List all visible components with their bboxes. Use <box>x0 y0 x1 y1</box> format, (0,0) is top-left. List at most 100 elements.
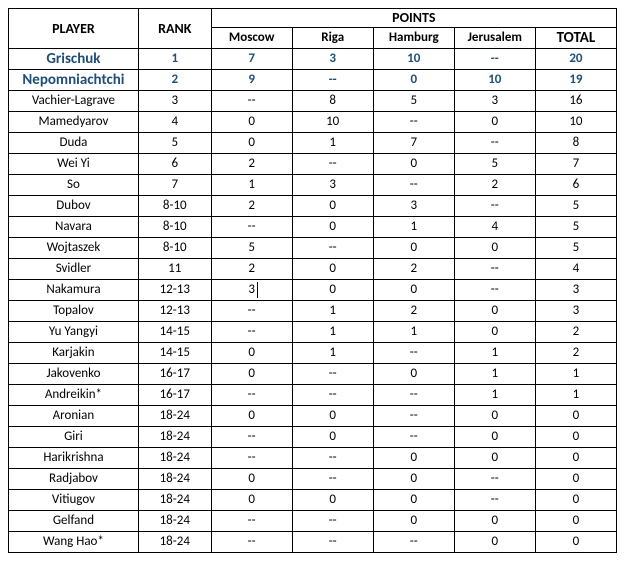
cell-player: Nakamura <box>9 280 139 301</box>
cell-rank: 4 <box>138 112 211 133</box>
cell-player: Vachier-Lagrave <box>9 91 139 112</box>
cell-player: Wojtaszek <box>9 238 139 259</box>
cell-moscow: -- <box>211 217 292 238</box>
cell-hamburg: 1 <box>373 217 454 238</box>
cell-total: 6 <box>535 175 616 196</box>
cell-moscow: -- <box>211 511 292 532</box>
cell-jerusalem: 2 <box>454 175 535 196</box>
table-row: Wang Hao*18-24------00 <box>9 532 617 553</box>
cell-riga: 0 <box>292 259 373 280</box>
cell-hamburg: 2 <box>373 301 454 322</box>
cell-jerusalem: 0 <box>454 322 535 343</box>
cell-player: So <box>9 175 139 196</box>
table-row: Aronian18-2400--00 <box>9 406 617 427</box>
cell-jerusalem: -- <box>454 49 535 70</box>
cell-hamburg: -- <box>373 532 454 553</box>
cell-rank: 8-10 <box>138 238 211 259</box>
cell-hamburg: 0 <box>373 490 454 511</box>
cell-rank: 18-24 <box>138 406 211 427</box>
table-row: Nakamura12-13300--3 <box>9 280 617 301</box>
cell-riga: 1 <box>292 133 373 154</box>
table-row: Dubov8-10203--5 <box>9 196 617 217</box>
cell-moscow: -- <box>211 448 292 469</box>
cell-player: Wei Yi <box>9 154 139 175</box>
table-row: Karjakin14-1501--12 <box>9 343 617 364</box>
cell-jerusalem: 0 <box>454 301 535 322</box>
cell-moscow: -- <box>211 532 292 553</box>
cell-jerusalem: 1 <box>454 343 535 364</box>
cell-total: 10 <box>535 112 616 133</box>
cell-riga: -- <box>292 70 373 91</box>
cell-hamburg: 7 <box>373 133 454 154</box>
cell-total: 5 <box>535 217 616 238</box>
cell-riga: 0 <box>292 406 373 427</box>
cell-jerusalem: 4 <box>454 217 535 238</box>
cell-hamburg: -- <box>373 427 454 448</box>
cell-riga: 0 <box>292 280 373 301</box>
header-total: TOTAL <box>535 28 616 49</box>
cell-moscow: 5 <box>211 238 292 259</box>
cell-riga: -- <box>292 238 373 259</box>
cell-moscow: 0 <box>211 112 292 133</box>
cell-riga: -- <box>292 364 373 385</box>
cell-player: Aronian <box>9 406 139 427</box>
cell-total: 0 <box>535 427 616 448</box>
cell-player: Duda <box>9 133 139 154</box>
cell-hamburg: 0 <box>373 364 454 385</box>
cell-moscow: -- <box>211 301 292 322</box>
table-row: Vitiugov18-24000--0 <box>9 490 617 511</box>
table-row: Topalov12-13--1203 <box>9 301 617 322</box>
cell-player: Radjabov <box>9 469 139 490</box>
cell-moscow: 0 <box>211 406 292 427</box>
cell-total: 0 <box>535 469 616 490</box>
cell-hamburg: 10 <box>373 49 454 70</box>
cell-rank: 8-10 <box>138 217 211 238</box>
cell-moscow: -- <box>211 385 292 406</box>
cell-total: 2 <box>535 343 616 364</box>
cell-riga: 3 <box>292 175 373 196</box>
cell-hamburg: 0 <box>373 238 454 259</box>
cell-rank: 16-17 <box>138 364 211 385</box>
cell-player: Vitiugov <box>9 490 139 511</box>
cell-total: 8 <box>535 133 616 154</box>
cell-jerusalem: 1 <box>454 385 535 406</box>
table-row: Grischuk17310--20 <box>9 49 617 70</box>
cell-player: Nepomniachtchi <box>9 70 139 91</box>
cell-total: 1 <box>535 385 616 406</box>
header-city-hamburg: Hamburg <box>373 28 454 49</box>
cell-jerusalem: 0 <box>454 511 535 532</box>
cell-moscow: -- <box>211 322 292 343</box>
cell-player: Karjakin <box>9 343 139 364</box>
cell-rank: 1 <box>138 49 211 70</box>
cell-hamburg: -- <box>373 385 454 406</box>
cell-rank: 12-13 <box>138 280 211 301</box>
cell-riga: -- <box>292 448 373 469</box>
cell-moscow: 0 <box>211 343 292 364</box>
cell-moscow: -- <box>211 91 292 112</box>
cell-moscow: 9 <box>211 70 292 91</box>
cell-riga: 1 <box>292 301 373 322</box>
cell-hamburg: -- <box>373 175 454 196</box>
cell-rank: 18-24 <box>138 448 211 469</box>
cell-jerusalem: -- <box>454 133 535 154</box>
cell-rank: 7 <box>138 175 211 196</box>
cell-total: 0 <box>535 511 616 532</box>
table-row: Radjabov18-240--0--0 <box>9 469 617 490</box>
cell-player: Topalov <box>9 301 139 322</box>
cell-total: 3 <box>535 301 616 322</box>
cell-rank: 5 <box>138 133 211 154</box>
cell-jerusalem: 0 <box>454 238 535 259</box>
cell-rank: 14-15 <box>138 343 211 364</box>
cell-jerusalem: 5 <box>454 154 535 175</box>
table-row: Yu Yangyi14-15--1102 <box>9 322 617 343</box>
cell-rank: 14-15 <box>138 322 211 343</box>
cell-hamburg: -- <box>373 112 454 133</box>
header-city-jerusalem: Jerusalem <box>454 28 535 49</box>
cell-jerusalem: -- <box>454 280 535 301</box>
table-row: Wojtaszek8-105--005 <box>9 238 617 259</box>
table-row: Wei Yi62--057 <box>9 154 617 175</box>
cell-rank: 16-17 <box>138 385 211 406</box>
cell-moscow: 2 <box>211 259 292 280</box>
cell-rank: 18-24 <box>138 490 211 511</box>
cell-total: 0 <box>535 448 616 469</box>
